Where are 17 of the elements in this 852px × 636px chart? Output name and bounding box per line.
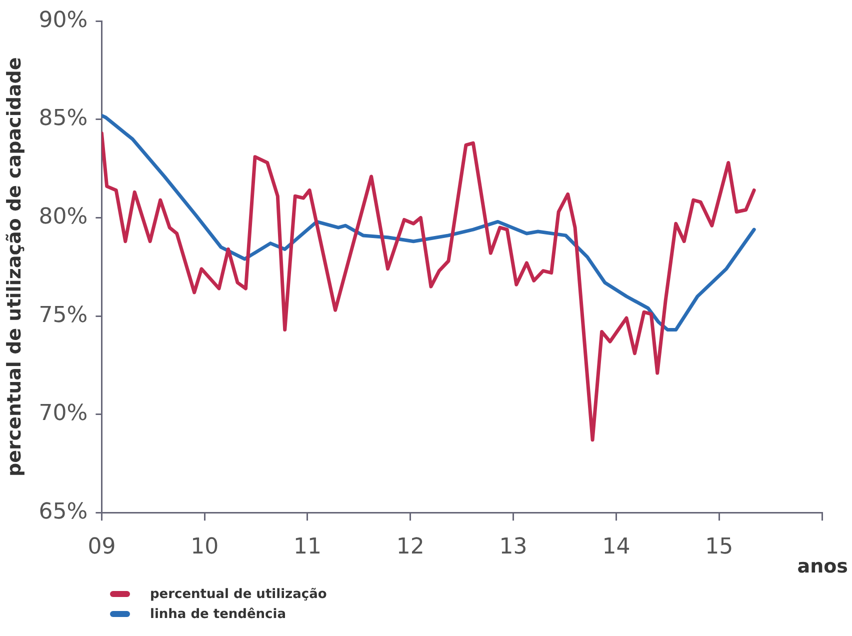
x-tick-label: 15 xyxy=(705,534,734,560)
y-tick-label: 80% xyxy=(38,204,88,230)
x-tick-label: 12 xyxy=(396,534,424,560)
x-tick-label: 09 xyxy=(88,534,116,560)
y-tick-label: 70% xyxy=(38,401,88,426)
x-tick-label: 10 xyxy=(190,534,219,560)
x-tick-label: 13 xyxy=(499,534,528,560)
x-tick-label: 11 xyxy=(294,534,322,560)
y-tick-label: 75% xyxy=(38,302,88,328)
x-axis-title: anos xyxy=(797,556,848,578)
y-tick-label: 65% xyxy=(38,499,88,524)
x-tick-label: 14 xyxy=(602,534,630,560)
legend-label: linha de tendência xyxy=(150,606,286,622)
legend-label: percentual de utilização xyxy=(150,586,327,602)
y-tick-label: 85% xyxy=(38,106,88,132)
y-tick-label: 90% xyxy=(38,8,88,33)
y-axis-title: percentual de utilização de capacidade xyxy=(3,57,26,477)
